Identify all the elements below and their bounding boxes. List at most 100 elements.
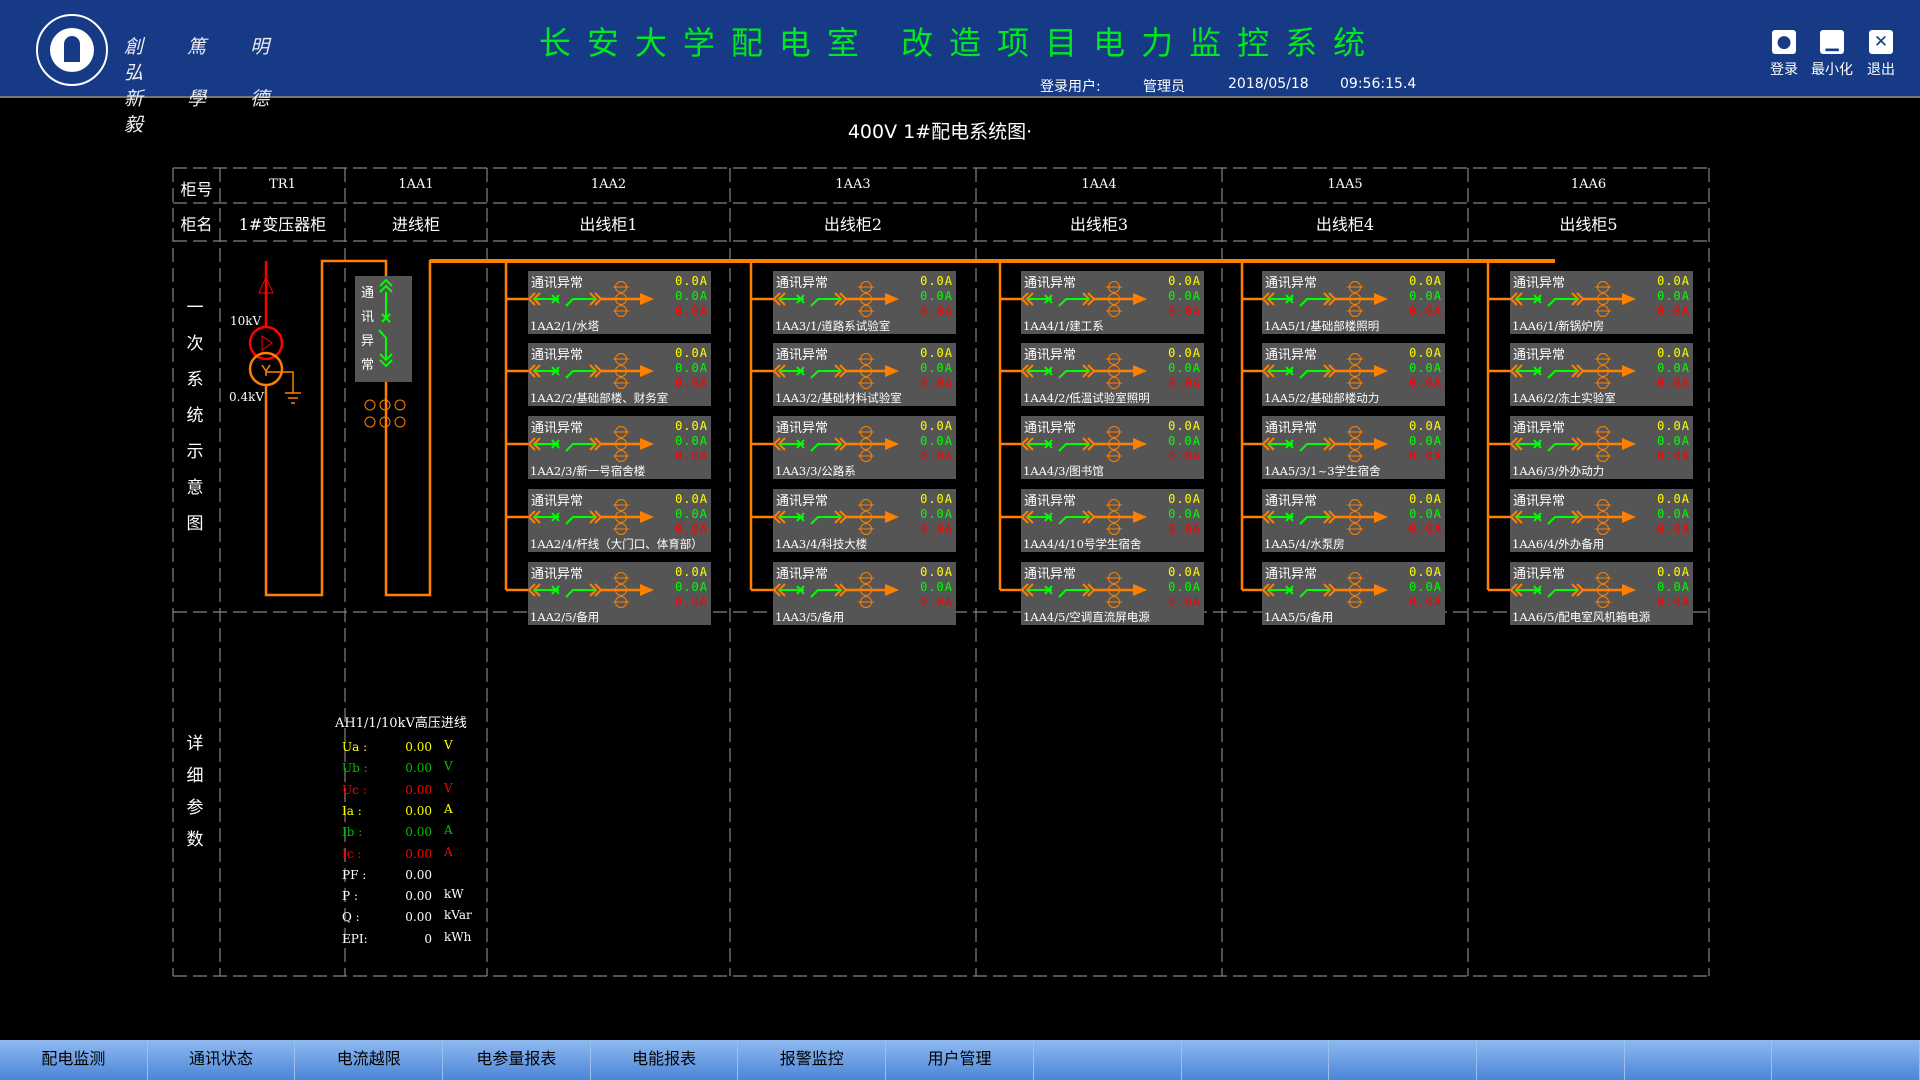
exit-button[interactable]: ✕ 退出 <box>1858 30 1904 79</box>
breaker-icon <box>1516 585 1578 598</box>
footer-tab[interactable] <box>1329 1040 1477 1080</box>
minimize-button[interactable]: ▁ 最小化 <box>1809 30 1855 79</box>
footer-tab[interactable]: 报警监控 <box>738 1040 887 1080</box>
feeder-status: 通讯异常 <box>1513 494 1566 509</box>
feeder-panel[interactable]: 通讯异常 1AA4/2/低温试验室照明 0.0A 0.0A 0.0A <box>1021 343 1204 406</box>
footer-tab[interactable]: 通讯状态 <box>148 1040 296 1080</box>
arrow-icon <box>1622 365 1636 377</box>
current-value: 0.0 <box>1657 434 1682 448</box>
phase-current: 0.0A <box>1657 580 1690 594</box>
row-label-id: 柜号 <box>180 180 213 199</box>
feeder-panel[interactable]: 通讯异常 1AA5/3/1~3学生宿舍 0.0A 0.0A 0.0A <box>1262 416 1445 479</box>
current-value: 0.0 <box>1409 376 1434 390</box>
feeder-panel[interactable]: 通讯异常 1AA2/4/杆线（大门口、体育部） 0.0A 0.0A 0.0A <box>528 489 711 552</box>
feeder-panel[interactable]: 通讯异常 1AA6/5/配电室风机箱电源 0.0A 0.0A 0.0A <box>1510 562 1693 625</box>
feeder-panel[interactable]: 通讯异常 1AA5/5/备用 0.0A 0.0A 0.0A <box>1262 562 1445 625</box>
arrow-icon <box>640 293 654 305</box>
footer-tab[interactable]: 配电监测 <box>0 1040 148 1080</box>
current-value: 0.0 <box>1409 565 1434 579</box>
current-unit: A <box>1192 274 1201 288</box>
feeder-panel[interactable]: 通讯异常 1AA6/2/冻土实验室 0.0A 0.0A 0.0A <box>1510 343 1693 406</box>
footer-tab[interactable] <box>1772 1040 1920 1080</box>
current-value: 0.0 <box>920 565 945 579</box>
arrow-icon <box>640 584 654 596</box>
phase-current: 0.0A <box>920 492 953 506</box>
phase-current: 0.0A <box>1657 419 1690 433</box>
footer-tab[interactable]: 电参量报表 <box>443 1040 591 1080</box>
current-value: 0.0 <box>920 289 945 303</box>
phase-current: 0.0A <box>1409 434 1442 448</box>
breaker-icon <box>779 439 841 452</box>
arrow-icon <box>885 438 899 450</box>
breaker-icon <box>1268 512 1330 525</box>
breaker-icon <box>779 512 841 525</box>
feeder-panel[interactable]: 通讯异常 1AA3/2/基础材料试验室 0.0A 0.0A 0.0A <box>773 343 956 406</box>
section-detail-label: 详细参数 <box>186 734 204 850</box>
feeder-panel[interactable]: 通讯异常 1AA4/4/10号学生宿舍 0.0A 0.0A 0.0A <box>1021 489 1204 552</box>
feeder-panel[interactable]: 通讯异常 1AA3/4/科技大楼 0.0A 0.0A 0.0A <box>773 489 956 552</box>
feeder-symbol <box>773 426 899 462</box>
current-value: 0.0 <box>1657 449 1682 463</box>
param-label: P : <box>342 889 358 904</box>
feeder-label: 1AA5/2/基础部楼动力 <box>1264 391 1380 405</box>
current-value: 0.0 <box>1409 346 1434 360</box>
footer-tab[interactable] <box>1182 1040 1330 1080</box>
arrow-icon <box>1374 438 1388 450</box>
feeder-panel[interactable]: 通讯异常 1AA5/1/基础部楼照明 0.0A 0.0A 0.0A <box>1262 271 1445 334</box>
footer-tab[interactable] <box>1034 1040 1182 1080</box>
feeder-status: 通讯异常 <box>1513 348 1566 363</box>
current-unit: A <box>1681 565 1690 579</box>
arrow-icon <box>885 584 899 596</box>
footer-tab[interactable]: 电流越限 <box>295 1040 444 1080</box>
feeder-panel[interactable]: 通讯异常 1AA3/3/公路系 0.0A 0.0A 0.0A <box>773 416 956 479</box>
phase-current: 0.0A <box>1657 595 1690 609</box>
footer-tab[interactable]: 电能报表 <box>591 1040 739 1080</box>
current-value: 0.0 <box>675 595 700 609</box>
feeder-panel[interactable]: 通讯异常 1AA2/3/新一号宿舍楼 0.0A 0.0A 0.0A <box>528 416 711 479</box>
current-unit: A <box>699 492 708 506</box>
phase-current: 0.0A <box>675 492 708 506</box>
current-unit: A <box>1681 419 1690 433</box>
feeder-panel[interactable]: 通讯异常 1AA6/4/外办备用 0.0A 0.0A 0.0A <box>1510 489 1693 552</box>
phase-current: 0.0A <box>675 595 708 609</box>
footer-tab[interactable]: 用户管理 <box>886 1040 1034 1080</box>
feeder-status: 通讯异常 <box>1513 276 1566 291</box>
phase-current: 0.0A <box>1168 522 1201 536</box>
phase-current: 0.0A <box>1168 449 1201 463</box>
phase-current: 0.0A <box>1409 507 1442 521</box>
current-unit: A <box>1681 346 1690 360</box>
feeder-panel[interactable]: 通讯异常 1AA2/5/备用 0.0A 0.0A 0.0A <box>528 562 711 625</box>
current-unit: A <box>1192 346 1201 360</box>
current-value: 0.0 <box>1409 595 1434 609</box>
current-unit: A <box>1192 595 1201 609</box>
current-value: 0.0 <box>1657 419 1682 433</box>
current-unit: A <box>1433 449 1442 463</box>
current-unit: A <box>699 419 708 433</box>
current-value: 0.0 <box>1168 595 1193 609</box>
current-value: 0.0 <box>1168 346 1193 360</box>
phase-current: 0.0A <box>675 289 708 303</box>
footer-tab[interactable] <box>1477 1040 1625 1080</box>
feeder-panel[interactable]: 通讯异常 1AA2/1/水塔 0.0A 0.0A 0.0A <box>528 271 711 334</box>
current-value: 0.0 <box>920 595 945 609</box>
login-button[interactable]: ● 登录 <box>1761 30 1807 79</box>
feeder-panel[interactable]: 通讯异常 1AA5/2/基础部楼动力 0.0A 0.0A 0.0A <box>1262 343 1445 406</box>
feeder-panel[interactable]: 通讯异常 1AA3/5/备用 0.0A 0.0A 0.0A <box>773 562 956 625</box>
feeder-panel[interactable]: 通讯异常 1AA4/3/图书馆 0.0A 0.0A 0.0A <box>1021 416 1204 479</box>
current-value: 0.0 <box>1168 522 1193 536</box>
feeder-panel[interactable]: 通讯异常 1AA6/3/外办动力 0.0A 0.0A 0.0A <box>1510 416 1693 479</box>
feeder-panel[interactable]: 通讯异常 1AA6/1/新锅炉房 0.0A 0.0A 0.0A <box>1510 271 1693 334</box>
arrow-icon <box>1622 293 1636 305</box>
current-value: 0.0 <box>1657 361 1682 375</box>
phase-current: 0.0A <box>1657 492 1690 506</box>
current-value: 0.0 <box>1409 361 1434 375</box>
feeder-status: 通讯异常 <box>776 567 829 582</box>
feeder-panel[interactable]: 通讯异常 1AA2/2/基础部楼、财务室 0.0A 0.0A 0.0A <box>528 343 711 406</box>
footer-tab[interactable] <box>1625 1040 1773 1080</box>
feeder-panel[interactable]: 通讯异常 1AA4/1/建工系 0.0A 0.0A 0.0A <box>1021 271 1204 334</box>
feeder-panel[interactable]: 通讯异常 1AA4/5/空调直流屏电源 0.0A 0.0A 0.0A <box>1021 562 1204 625</box>
current-unit: A <box>944 565 953 579</box>
current-unit: A <box>1681 580 1690 594</box>
feeder-panel[interactable]: 通讯异常 1AA3/1/道路系试验室 0.0A 0.0A 0.0A <box>773 271 956 334</box>
feeder-panel[interactable]: 通讯异常 1AA5/4/水泵房 0.0A 0.0A 0.0A <box>1262 489 1445 552</box>
